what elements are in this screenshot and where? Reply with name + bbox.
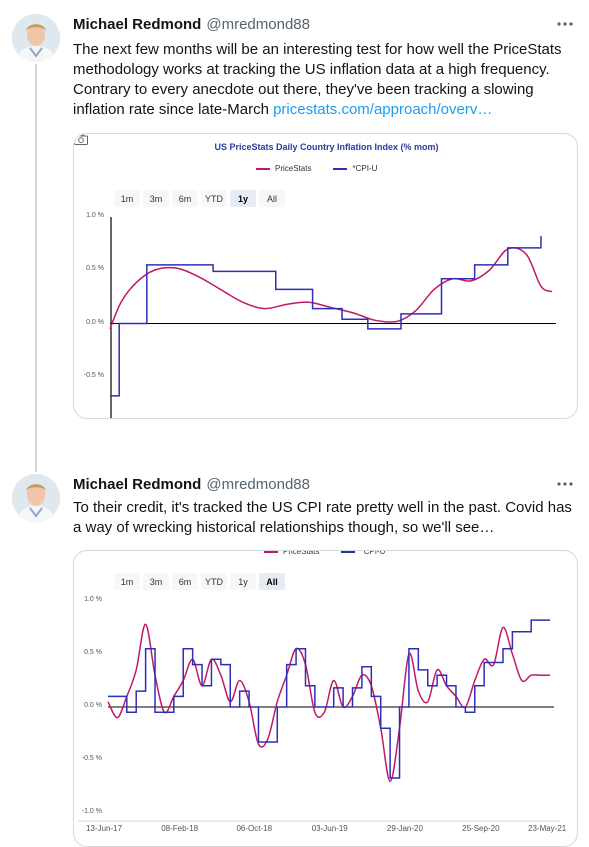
avatar[interactable] (12, 14, 60, 62)
range-button-3m[interactable]: 3m (143, 190, 169, 207)
range-button-6m[interactable]: 6m (172, 573, 198, 590)
avatar-image (12, 14, 60, 62)
y-tick-label: 0.0 % (84, 702, 102, 709)
author-handle[interactable]: @mredmond88 (206, 475, 310, 493)
legend-label-pricestats: PriceStats (275, 164, 312, 173)
y-tick-label: 0.0 % (86, 318, 104, 326)
legend-item-pricestats[interactable]: PriceStats (264, 550, 320, 556)
author-name[interactable]: Michael Redmond (73, 15, 202, 33)
legend-item-cpi[interactable]: *CPI-U (341, 550, 386, 556)
tweet-text: The next few months will be an interesti… (73, 40, 577, 120)
legend-label-cpi: *CPI-U (360, 550, 386, 556)
legend-item-pricestats[interactable]: PriceStats (256, 164, 311, 173)
legend-swatch-cpi (341, 551, 356, 553)
legend-label-pricestats: PriceStats (283, 550, 320, 556)
x-tick-label: 13-Jun-17 (86, 824, 123, 833)
legend-swatch-pricestats (256, 167, 270, 170)
more-options-icon[interactable] (555, 478, 575, 490)
chart-title: US PriceStats Daily Country Inflation In… (214, 142, 439, 152)
series-line-pricestats[interactable] (109, 247, 553, 330)
avatar-image (12, 474, 60, 522)
legend-item-cpi[interactable]: *CPI-U (333, 164, 377, 173)
more-options-icon[interactable] (555, 18, 575, 30)
y-tick-label: 1.0 % (86, 212, 104, 219)
range-button-1y[interactable]: 1y (230, 573, 256, 590)
tweet-header: Michael Redmond @mredmond88 (73, 474, 310, 494)
tweet-2[interactable]: Michael Redmond @mredmond88 To their cre… (0, 462, 589, 847)
tweet-1[interactable]: Michael Redmond @mredmond88 The next few… (0, 0, 589, 440)
x-tick-label: 08-Feb-18 (161, 824, 199, 833)
chart-card[interactable]: US PriceStats Daily Country Inflation In… (73, 133, 578, 419)
range-button-3m[interactable]: 3m (143, 573, 169, 590)
y-tick-label: -0.5 % (81, 755, 102, 762)
series-line-cpi[interactable] (110, 236, 542, 397)
range-button-all[interactable]: All (259, 573, 285, 590)
series-line-cpi[interactable] (108, 619, 550, 779)
author-handle[interactable]: @mredmond88 (206, 15, 310, 33)
range-button-1m[interactable]: 1m (114, 190, 140, 207)
range-selector: 1m 3m 6m YTD 1y All (114, 573, 288, 590)
legend-swatch-cpi (333, 167, 348, 170)
tweet-text: To their credit, it's tracked the US CPI… (73, 499, 572, 536)
range-button-1m[interactable]: 1m (114, 573, 140, 590)
x-tick-label: 03-Jun-19 (311, 824, 348, 833)
chart-plot-1[interactable] (74, 134, 578, 419)
camera-icon[interactable] (74, 134, 88, 145)
y-tick-label: -1.0 % (81, 808, 102, 815)
tweet-link[interactable]: pricestats.com/approach/overv… (273, 101, 493, 118)
legend-label-cpi: *CPI-U (352, 164, 378, 173)
avatar[interactable] (12, 474, 60, 522)
range-button-ytd[interactable]: YTD (201, 190, 227, 207)
legend-swatch-pricestats (264, 551, 278, 553)
range-selector: 1m 3m 6m YTD 1y All (114, 190, 288, 207)
x-tick-label: 29-Jan-20 (386, 824, 423, 833)
range-button-1y[interactable]: 1y (230, 190, 256, 207)
y-tick-label: 0.5 % (86, 265, 104, 273)
chart-legend: PriceStats *CPI-U (264, 550, 407, 556)
chart-plot-2[interactable] (74, 551, 578, 847)
range-button-6m[interactable]: 6m (172, 190, 198, 207)
author-name[interactable]: Michael Redmond (73, 475, 202, 493)
chart-legend: PriceStats *CPI-U (256, 164, 399, 173)
y-tick-label: 1.0 % (84, 596, 102, 603)
range-button-ytd[interactable]: YTD (201, 573, 227, 590)
tweet-body: The next few months will be an interesti… (73, 41, 562, 118)
tweet-header: Michael Redmond @mredmond88 (73, 14, 310, 34)
x-tick-label: 06-Oct-18 (236, 824, 273, 833)
x-tick-label: 25-Sep-20 (462, 824, 500, 833)
thread-connector-line (35, 64, 37, 472)
chart-card[interactable]: PriceStats *CPI-U 1m 3m 6m YTD 1y All 1.… (73, 550, 578, 847)
y-tick-label: 0.5 % (84, 649, 102, 656)
y-tick-label: -0.5 % (83, 371, 104, 379)
x-tick-label: 23-May-21 (528, 824, 567, 833)
range-button-all[interactable]: All (259, 190, 285, 207)
